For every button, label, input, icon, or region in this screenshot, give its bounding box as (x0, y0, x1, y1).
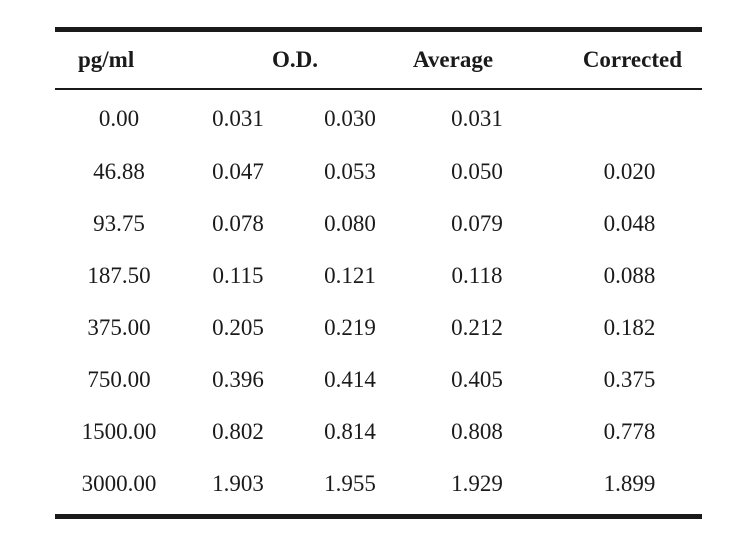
table-row: 187.50 0.115 0.121 0.118 0.088 (55, 250, 702, 302)
cell-average: 0.808 (451, 419, 503, 444)
cell-od-1: 0.078 (212, 211, 264, 236)
cell-od-1: 0.047 (212, 159, 264, 184)
cell-od-2: 0.080 (324, 211, 376, 236)
cell-concentration: 187.50 (87, 263, 151, 288)
cell-od-1: 0.205 (212, 315, 264, 340)
cell-concentration: 46.88 (93, 159, 145, 184)
cell-concentration: 93.75 (93, 211, 145, 236)
cell-corrected (547, 90, 702, 146)
table-row: 46.88 0.047 0.053 0.050 0.020 (55, 146, 702, 198)
cell-average: 0.031 (451, 106, 503, 131)
cell-od-2: 0.219 (324, 315, 376, 340)
cell-concentration: 1500.00 (81, 419, 157, 444)
header-row: pg/ml O.D. Average Corrected (55, 32, 702, 88)
cell-corrected: 0.020 (603, 159, 656, 184)
header-corrected: Corrected (582, 47, 682, 72)
cell-average: 0.405 (451, 367, 503, 392)
table-row: 375.00 0.205 0.219 0.212 0.182 (55, 302, 702, 354)
header-average: Average (413, 47, 494, 72)
cell-concentration: 3000.00 (81, 471, 157, 496)
cell-corrected: 0.375 (603, 367, 656, 392)
cell-average: 0.118 (451, 263, 503, 288)
header-od: O.D. (272, 47, 318, 72)
table-row: 0.00 0.031 0.030 0.031 (55, 90, 702, 146)
data-table: pg/ml O.D. Average Corrected (55, 32, 702, 88)
cell-od-1: 0.802 (212, 419, 264, 444)
cell-average: 0.079 (451, 211, 503, 236)
cell-corrected: 0.048 (603, 211, 656, 236)
cell-corrected: 0.088 (603, 263, 656, 288)
header-rule (55, 88, 702, 90)
cell-od-2: 0.814 (324, 419, 376, 444)
cell-od-2: 0.053 (324, 159, 376, 184)
data-table-body: 0.00 0.031 0.030 0.031 46.88 0.047 0.053 0.050 0… (55, 90, 702, 510)
table-row: 3000.00 1.903 1.955 1.929 1.899 (55, 458, 702, 510)
cell-concentration: 375.00 (87, 315, 151, 340)
standard-curve-table: pg/ml O.D. Average Corrected 0.00 0.031 0.… (55, 27, 702, 519)
cell-od-1: 0.396 (212, 367, 264, 392)
cell-od-1: 1.903 (212, 471, 264, 496)
cell-concentration: 0.00 (98, 106, 140, 131)
cell-od-2: 0.414 (324, 367, 376, 392)
cell-od-1: 0.031 (212, 106, 264, 131)
top-rule (55, 27, 702, 32)
cell-average: 0.050 (451, 159, 503, 184)
cell-od-2: 0.030 (324, 106, 376, 131)
cell-corrected: 0.182 (603, 315, 656, 340)
cell-average: 1.929 (451, 471, 503, 496)
cell-od-2: 1.955 (324, 471, 376, 496)
cell-corrected: 1.899 (603, 471, 656, 496)
cell-od-1: 0.115 (212, 263, 264, 288)
bottom-rule (55, 514, 702, 519)
cell-average: 0.212 (451, 315, 503, 340)
table-row: 750.00 0.396 0.414 0.405 0.375 (55, 354, 702, 406)
cell-od-2: 0.121 (324, 263, 376, 288)
header-concentration: pg/ml (78, 47, 135, 72)
table-row: 1500.00 0.802 0.814 0.808 0.778 (55, 406, 702, 458)
cell-corrected: 0.778 (603, 419, 656, 444)
table-row: 93.75 0.078 0.080 0.079 0.048 (55, 198, 702, 250)
cell-concentration: 750.00 (87, 367, 151, 392)
